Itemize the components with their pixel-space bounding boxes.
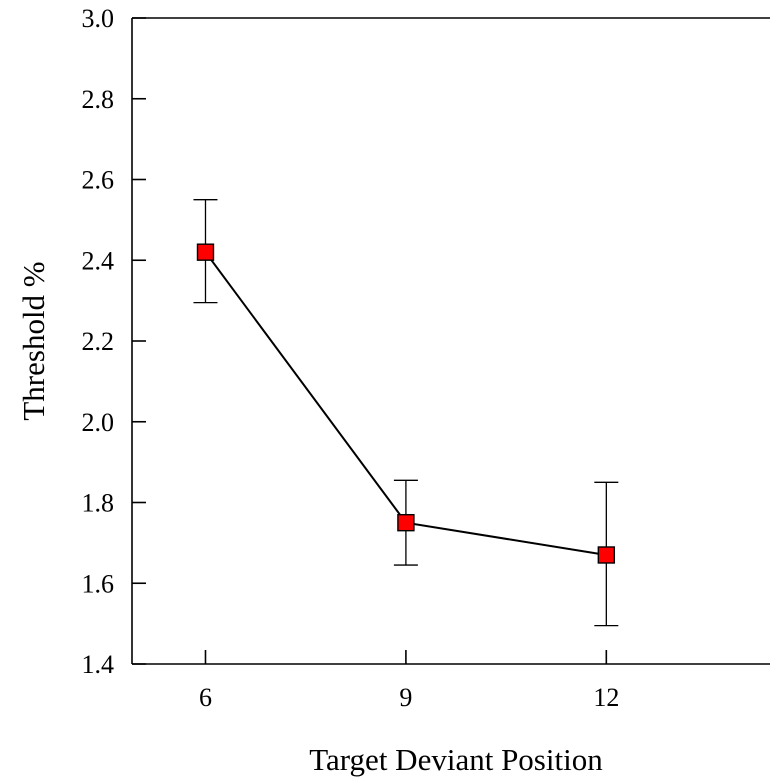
data-point bbox=[597, 546, 616, 564]
data-point bbox=[397, 513, 415, 532]
x-axis-title: Target Deviant Position bbox=[309, 742, 603, 777]
y-tick-label: 1.4 bbox=[82, 650, 115, 679]
y-axis: 1.4 1.6 1.8 2.0 2.2 2.4 2.6 2.8 3.0 bbox=[82, 4, 146, 679]
x-tick-label: 9 bbox=[399, 683, 412, 712]
data-point bbox=[196, 243, 215, 261]
y-tick-label: 2.6 bbox=[82, 166, 115, 195]
y-tick-label: 3.0 bbox=[82, 4, 115, 33]
plot-frame bbox=[131, 17, 770, 665]
x-tick-label: 12 bbox=[593, 683, 619, 712]
y-tick-label: 2.8 bbox=[82, 85, 115, 114]
y-tick-label: 2.0 bbox=[82, 408, 115, 437]
series bbox=[193, 199, 619, 627]
y-tick-label: 1.6 bbox=[82, 569, 115, 598]
y-tick-label: 2.4 bbox=[82, 246, 115, 275]
x-axis: 6 9 12 bbox=[199, 650, 619, 712]
y-tick-label: 1.8 bbox=[82, 489, 115, 518]
y-tick-label: 2.2 bbox=[82, 327, 115, 356]
x-tick-label: 6 bbox=[199, 683, 212, 712]
y-axis-title: Threshold % bbox=[16, 261, 51, 420]
